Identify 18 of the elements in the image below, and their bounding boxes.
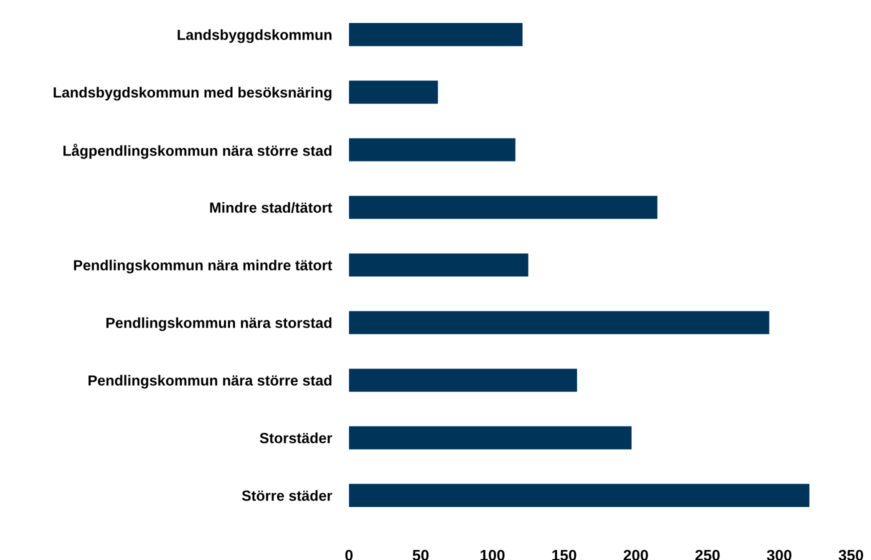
bar (349, 80, 438, 104)
y-tick-label: Storstäder (260, 432, 332, 444)
bar (349, 196, 658, 219)
bar (349, 368, 578, 392)
y-tick-label: Större städer (242, 490, 332, 501)
y-tick-label: Lågpendlingskommun nära större stad (63, 144, 332, 159)
y-tick-label: Landsbygdskommun med besöksnäring (54, 86, 332, 101)
bar (349, 138, 516, 162)
y-tick-label: Pendlingskommun nära större stad (88, 374, 332, 389)
bar (349, 23, 523, 46)
bar (349, 253, 528, 277)
y-tick-label: Pendlingskommun nära storstad (106, 317, 332, 331)
bar (349, 426, 632, 450)
y-tick-label: Landsbyggdskommun (178, 29, 332, 43)
y-tick-label: Pendlingskommun nära mindre tätort (74, 260, 332, 274)
bar (349, 484, 810, 507)
y-tick-label: Mindre stad/tätort (210, 202, 332, 213)
bar (349, 311, 770, 334)
